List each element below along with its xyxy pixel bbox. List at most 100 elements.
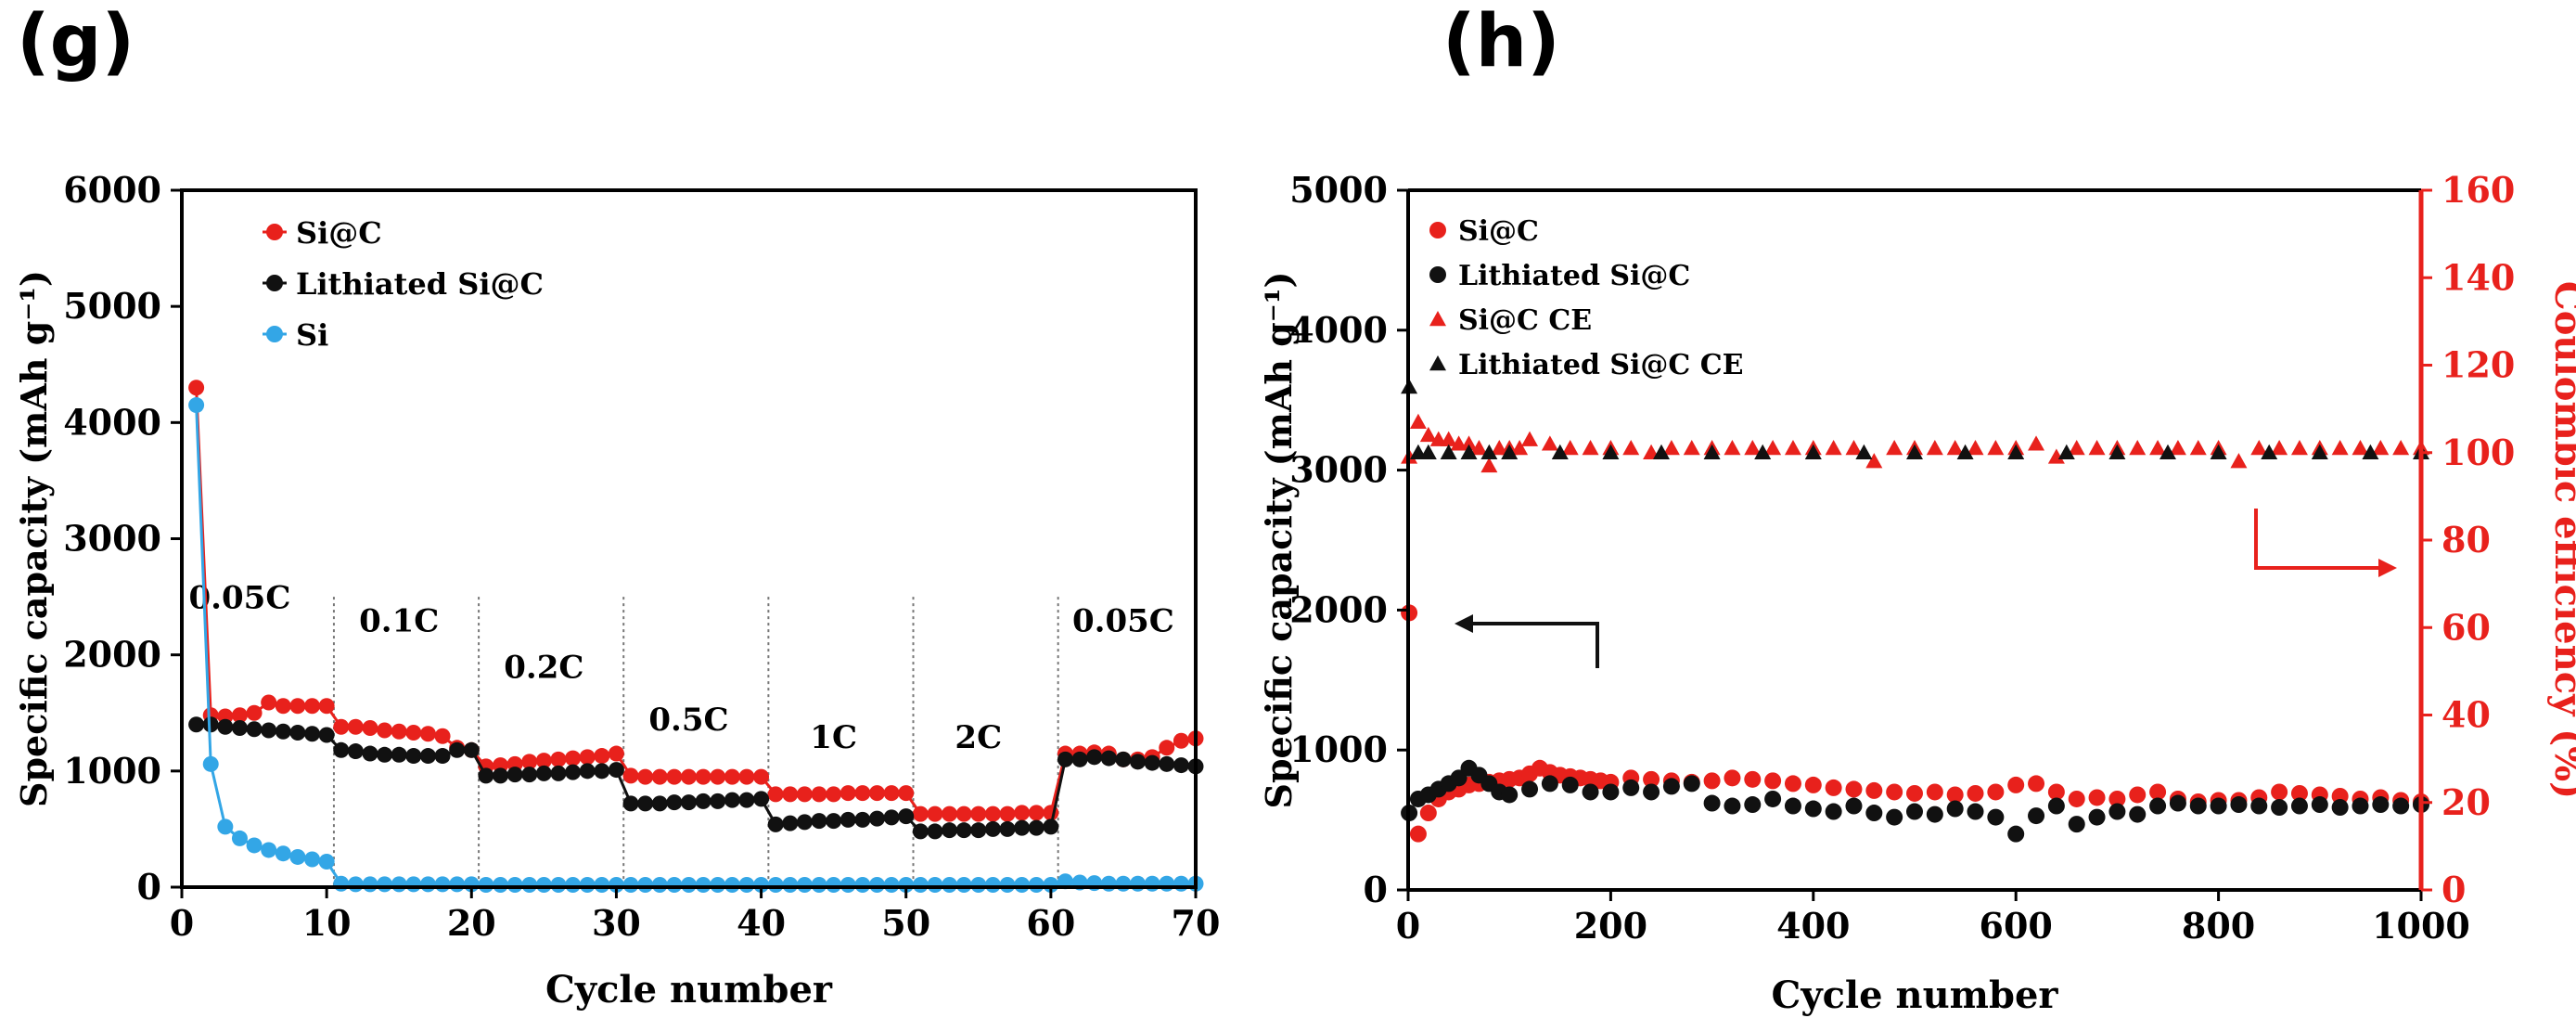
data-point [2007, 776, 2025, 793]
data-point [826, 813, 842, 830]
data-point [1159, 755, 1175, 772]
y-tick-label: 5000 [63, 285, 161, 327]
data-point [1057, 873, 1073, 890]
data-point [2047, 783, 2065, 801]
legend-label: Si [296, 317, 328, 353]
legend-label: Si@C [296, 215, 382, 251]
data-point [942, 822, 958, 839]
data-point [1419, 426, 1437, 443]
data-point [231, 720, 248, 737]
data-point [839, 785, 856, 802]
data-point [1967, 784, 1984, 802]
data-point [753, 768, 770, 785]
data-point [1159, 740, 1175, 756]
y2-axis-label: Coulombic efficiency (%) [2546, 281, 2576, 799]
data-point [1825, 779, 1842, 796]
data-point [608, 762, 624, 779]
data-point [1956, 444, 1974, 459]
y2-tick-label: 120 [2441, 344, 2515, 386]
data-point [695, 793, 711, 809]
y-tick-label: 6000 [63, 169, 161, 211]
data-point [2047, 448, 2065, 464]
rate-label: 1C [810, 719, 857, 756]
data-point [898, 808, 915, 825]
data-point [1855, 444, 1873, 459]
data-point [1419, 444, 1437, 459]
data-point [724, 792, 740, 808]
data-point [753, 791, 770, 807]
right-axis-arrow [2254, 509, 2384, 570]
data-point [782, 815, 799, 831]
data-point [2362, 444, 2379, 459]
data-point [246, 704, 263, 721]
data-point [1845, 797, 1863, 815]
data-point [434, 728, 451, 744]
data-point [188, 380, 205, 396]
data-point [2088, 440, 2106, 456]
data-point [377, 722, 393, 739]
x-tick-label: 40 [737, 902, 786, 944]
legend-marker [266, 224, 283, 240]
data-point [1115, 751, 1132, 767]
x-axis-label: Cycle number [1772, 973, 2059, 1017]
data-point [927, 805, 943, 822]
data-point [1764, 790, 1782, 807]
data-point [434, 748, 451, 765]
data-point [970, 822, 987, 839]
data-point [2352, 797, 2369, 815]
y-tick-label: 4000 [63, 401, 161, 443]
data-point [767, 816, 784, 832]
data-point [2271, 799, 2288, 817]
data-point [2392, 440, 2410, 456]
legend-marker [1429, 222, 1446, 238]
data-point [2068, 816, 2085, 833]
data-point [868, 810, 885, 827]
data-point [347, 718, 364, 735]
data-point [463, 741, 480, 758]
data-point [1470, 440, 1488, 456]
data-point [2331, 799, 2349, 817]
data-point [1804, 776, 1822, 793]
data-point [1784, 797, 1801, 815]
x-tick-label: 800 [2182, 905, 2255, 947]
data-point [261, 694, 277, 711]
legend-marker [1429, 355, 1446, 371]
data-point [970, 805, 987, 822]
data-point [377, 746, 393, 763]
data-point [579, 763, 596, 780]
data-point [231, 830, 248, 846]
x-tick-label: 200 [1574, 905, 1647, 947]
data-point [2210, 444, 2227, 459]
data-point [2210, 797, 2227, 815]
data-point [1173, 757, 1189, 774]
data-point [651, 768, 668, 785]
y2-tick-label: 80 [2441, 519, 2491, 561]
data-point [2250, 440, 2268, 456]
y2-tick-label: 140 [2441, 256, 2515, 298]
data-point [666, 768, 683, 785]
data-point [2311, 796, 2328, 814]
data-point [261, 722, 277, 739]
data-point [1946, 786, 1964, 804]
data-point [1643, 783, 1660, 801]
data-point [506, 767, 523, 783]
y-tick-label: 1000 [1289, 728, 1388, 770]
data-point [1057, 751, 1073, 767]
data-point [1865, 453, 1883, 469]
data-point [2250, 797, 2268, 815]
data-point [1511, 440, 1529, 456]
data-point [2149, 440, 2167, 456]
data-point [1602, 783, 1620, 801]
y-axis-label: Specific capacity (mAh g⁻¹) [13, 270, 55, 807]
data-point [1946, 800, 1964, 818]
data-point [999, 805, 1016, 822]
data-point [1071, 751, 1088, 767]
data-point [796, 786, 813, 803]
data-point [289, 848, 306, 865]
data-point [984, 820, 1001, 837]
data-point [391, 746, 407, 763]
data-point [854, 785, 871, 802]
x-tick-label: 70 [1172, 902, 1221, 944]
data-point [2088, 789, 2106, 806]
data-point [955, 805, 972, 822]
